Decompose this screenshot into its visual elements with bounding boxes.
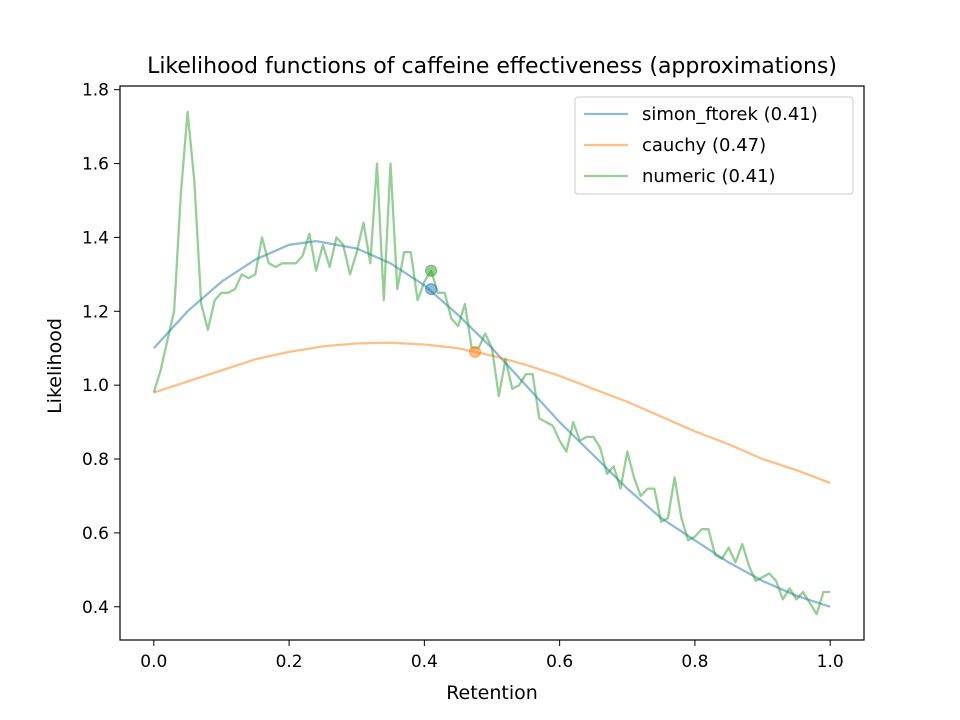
x-tick-label: 0.2 (276, 652, 303, 672)
y-tick-label: 0.4 (82, 598, 109, 618)
y-tick-label: 1.4 (82, 228, 109, 248)
y-tick-label: 0.6 (82, 524, 109, 544)
legend-label-numeric: numeric (0.41) (642, 166, 776, 187)
y-tick-label: 1.8 (82, 81, 109, 101)
y-axis-ticks: 0.4 0.6 0.8 1.0 1.2 1.4 1.6 1.8 (82, 81, 120, 618)
x-tick-label: 0.0 (140, 652, 167, 672)
x-axis-label: Retention (446, 682, 538, 704)
series-line-numeric (152, 110, 831, 616)
x-tick-label: 1.0 (817, 652, 844, 672)
plot-series (152, 110, 831, 616)
y-tick-label: 1.6 (82, 155, 109, 175)
legend-label-cauchy: cauchy (0.47) (642, 135, 766, 156)
x-tick-label: 0.6 (546, 652, 573, 672)
x-axis-ticks: 0.0 0.2 0.4 0.6 0.8 1.0 (140, 640, 844, 672)
x-tick-label: 0.8 (681, 652, 708, 672)
legend-box (574, 96, 854, 195)
series-marker-cauchy (469, 345, 482, 358)
chart-title: Likelihood functions of caffeine effecti… (147, 54, 837, 79)
y-tick-label: 1.0 (82, 376, 109, 396)
legend-label-simon-ftorek: simon_ftorek (0.41) (642, 104, 818, 125)
plot-markers (425, 264, 482, 358)
series-marker-simon-ftorek (425, 283, 438, 296)
y-axis-label: Likelihood (44, 318, 66, 414)
plot-frame (119, 85, 865, 641)
y-tick-label: 1.2 (82, 302, 109, 322)
y-tick-label: 0.8 (82, 450, 109, 470)
series-marker-numeric (425, 264, 438, 277)
x-tick-label: 0.4 (411, 652, 438, 672)
legend: simon_ftorek (0.41) cauchy (0.47) numeric … (574, 96, 854, 195)
